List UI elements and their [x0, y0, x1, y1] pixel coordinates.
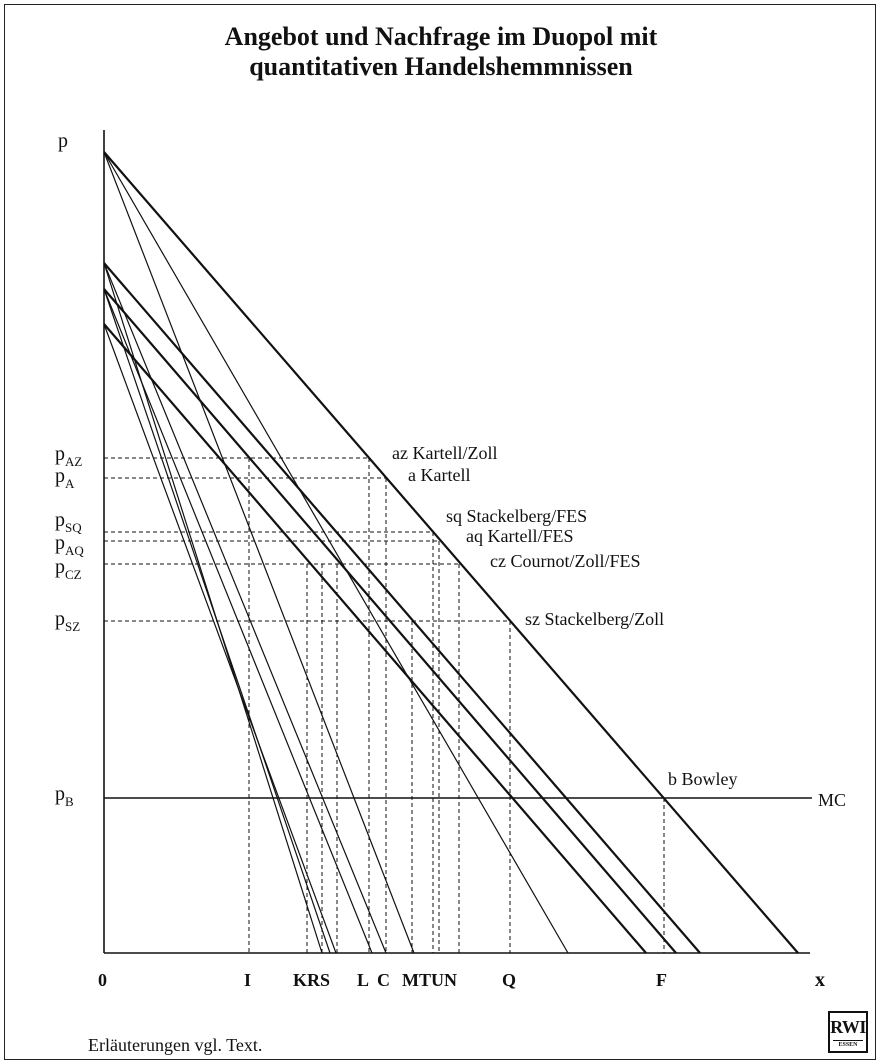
point-label-a: a Kartell [408, 465, 470, 485]
demand-line-1 [103, 151, 799, 954]
price-label-pA: pA [55, 465, 75, 491]
x-tick-Q: Q [502, 970, 516, 990]
x-tick-C: C [377, 970, 390, 990]
thin-line-5 [103, 323, 337, 954]
x-tick-F: F [656, 970, 667, 990]
x-tick-KRS: KRS [293, 970, 330, 990]
price-label-pAZ: pAZ [55, 443, 82, 469]
x-tick-MTUN: MTUN [402, 970, 457, 990]
thin-line-3 [103, 262, 387, 954]
mc-label: MC [818, 790, 846, 810]
thin-line-1 [103, 151, 569, 954]
x-tick-I: I [244, 970, 251, 990]
point-label-sz: sz Stackelberg/Zoll [525, 609, 664, 629]
price-label-pB: pB [55, 783, 74, 809]
point-label-b: b Bowley [668, 769, 738, 789]
title-line-1: Angebot und Nachfrage im Duopol mit [224, 22, 658, 51]
demand-line-4 [103, 323, 647, 954]
price-label-pCZ: pCZ [55, 556, 82, 582]
price-label-pAQ: pAQ [55, 532, 84, 558]
price-label-pSQ: pSQ [55, 509, 82, 535]
point-label-aq: aq Kartell/FES [466, 526, 573, 546]
logo-subtext: ESSEN [833, 1040, 863, 1049]
point-label-sq: sq Stackelberg/FES [446, 506, 587, 526]
point-label-cz: cz Cournot/Zoll/FES [490, 551, 641, 571]
rwi-logo: RWI ESSEN [828, 1011, 868, 1053]
origin-label: 0 [98, 970, 107, 990]
demand-line-2 [103, 262, 701, 954]
diagram-frame [4, 4, 876, 1060]
price-label-pSZ: pSZ [55, 608, 80, 634]
y-axis-label: p [58, 130, 68, 152]
thin-line-2 [103, 151, 415, 954]
footnote: Erläuterungen vgl. Text. [88, 1035, 263, 1055]
point-label-az: az Kartell/Zoll [392, 443, 497, 463]
logo-text: RWI [830, 1017, 866, 1037]
title-line-2: quantitativen Handelshemmnissen [249, 52, 633, 81]
x-tick-L: L [357, 970, 369, 990]
x-axis-label: x [815, 969, 825, 991]
